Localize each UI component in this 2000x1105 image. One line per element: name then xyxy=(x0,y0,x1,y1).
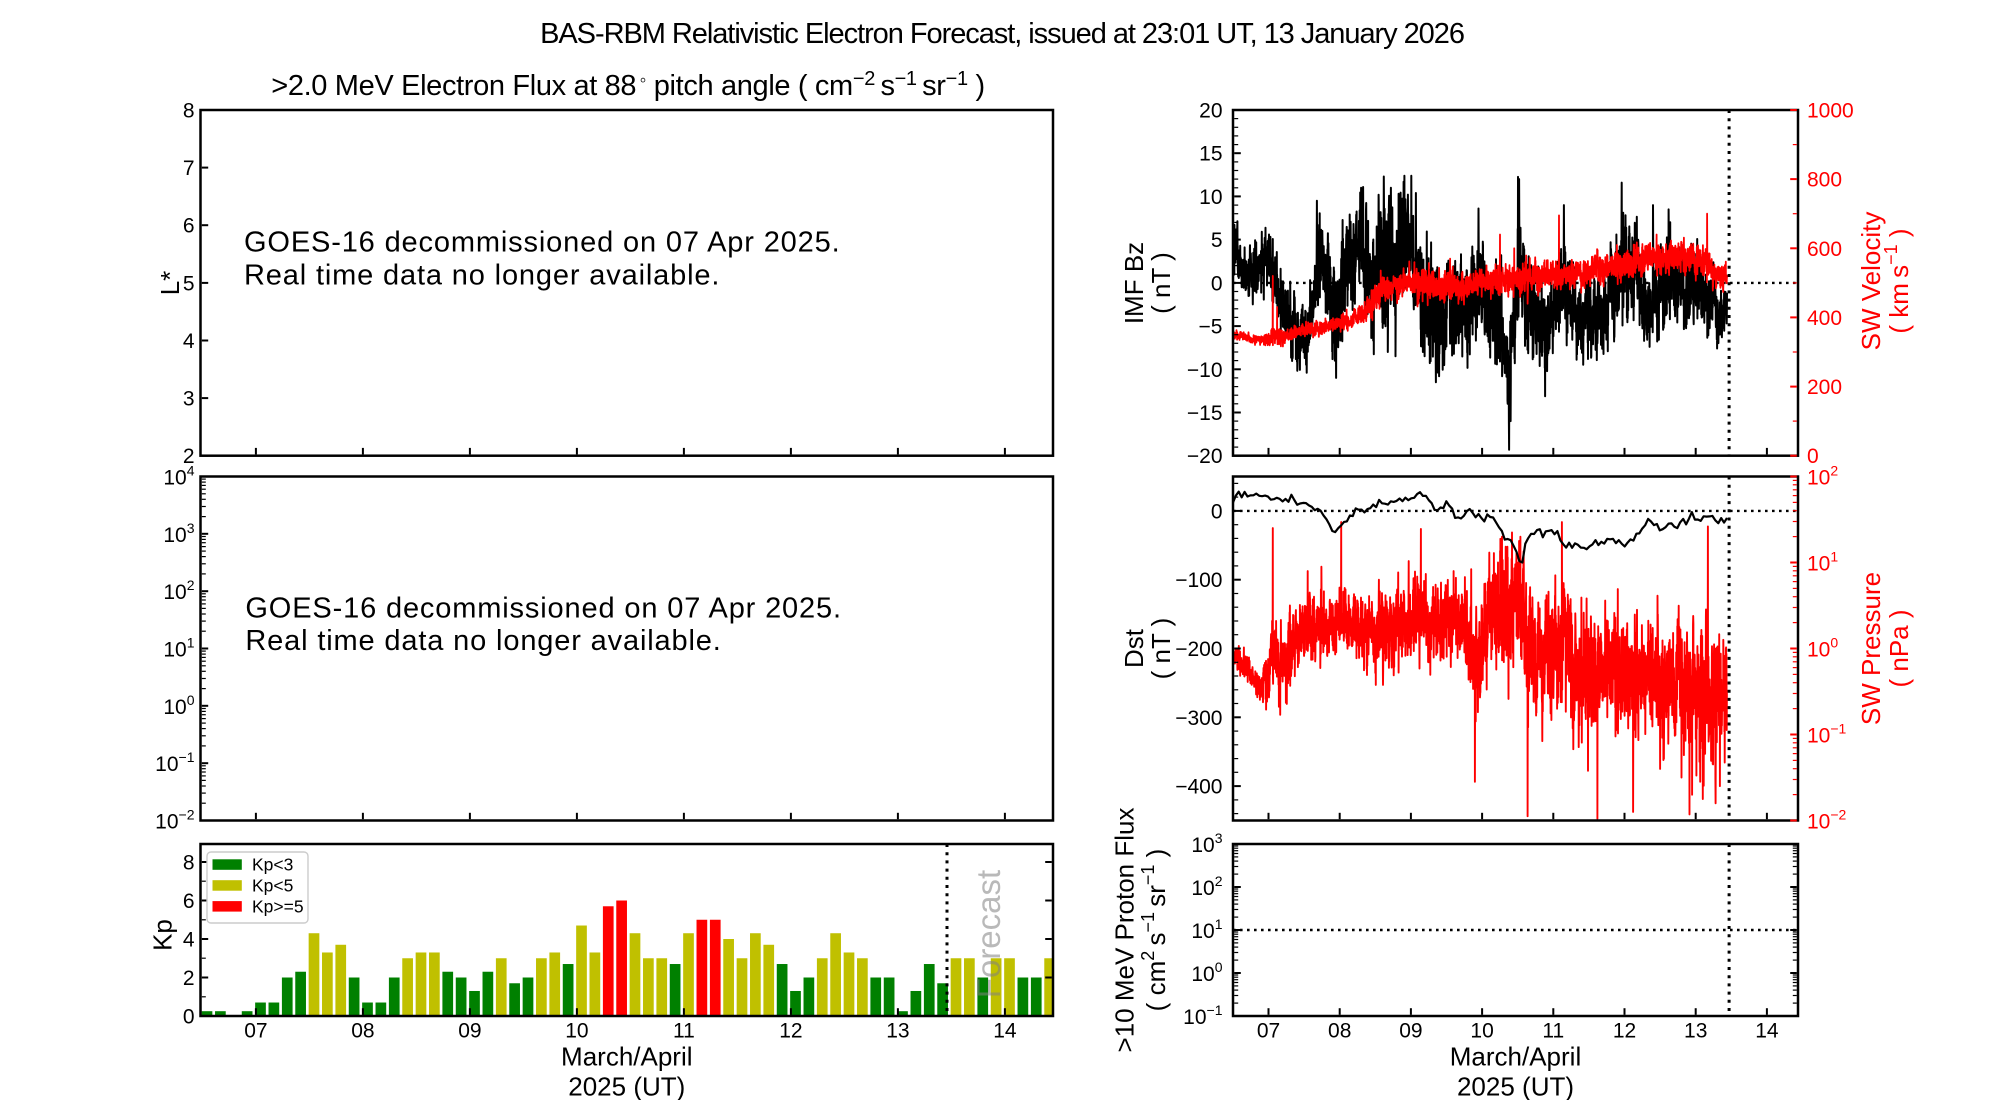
svg-text:Kp<3: Kp<3 xyxy=(252,855,293,875)
svg-text:11: 11 xyxy=(673,1020,695,1043)
svg-text:14: 14 xyxy=(1755,1020,1779,1043)
svg-text:( km s−1 ): ( km s−1 ) xyxy=(1881,228,1914,333)
svg-text:2025 (UT): 2025 (UT) xyxy=(1457,1072,1574,1100)
svg-text:0: 0 xyxy=(1211,500,1223,523)
svg-text:( nT ): ( nT ) xyxy=(1146,618,1176,680)
svg-text:6: 6 xyxy=(183,215,195,238)
svg-text:14: 14 xyxy=(993,1020,1017,1043)
svg-text:20: 20 xyxy=(1199,100,1222,123)
svg-text:−200: −200 xyxy=(1175,638,1222,661)
svg-text:Forecast: Forecast xyxy=(970,870,1007,998)
svg-text:4: 4 xyxy=(183,929,195,952)
svg-text:10: 10 xyxy=(1470,1020,1493,1043)
svg-text:−5: −5 xyxy=(1199,316,1223,339)
svg-text:12: 12 xyxy=(1613,1020,1636,1043)
svg-text:−400: −400 xyxy=(1175,776,1222,799)
svg-text:March/April: March/April xyxy=(1450,1041,1581,1071)
svg-text:08: 08 xyxy=(1328,1020,1351,1043)
svg-text:09: 09 xyxy=(1399,1020,1422,1043)
svg-text:IMF Bz: IMF Bz xyxy=(1119,242,1149,324)
svg-text:15: 15 xyxy=(1199,143,1222,166)
svg-text:13: 13 xyxy=(1684,1020,1707,1043)
svg-text:March/April: March/April xyxy=(561,1041,692,1071)
svg-text:2: 2 xyxy=(183,445,195,468)
svg-text:5: 5 xyxy=(183,272,195,295)
svg-text:11: 11 xyxy=(1542,1020,1564,1043)
svg-text:800: 800 xyxy=(1807,169,1842,192)
svg-text:>2.0 MeV Electron Flux at 88 ◦: >2.0 MeV Electron Flux at 88 ◦ pitch ang… xyxy=(271,68,985,102)
svg-text:7: 7 xyxy=(183,157,195,180)
svg-text:−100: −100 xyxy=(1175,569,1222,592)
svg-text:Kp: Kp xyxy=(148,919,178,951)
svg-text:Kp<5: Kp<5 xyxy=(252,875,293,895)
svg-text:GOES-16 decommissioned on 07 A: GOES-16 decommissioned on 07 Apr 2025. xyxy=(245,593,842,625)
svg-text:400: 400 xyxy=(1807,307,1842,330)
svg-text:−20: −20 xyxy=(1187,445,1223,468)
svg-text:1000: 1000 xyxy=(1807,100,1854,123)
svg-text:0: 0 xyxy=(183,1006,195,1029)
svg-text:( nPa ): ( nPa ) xyxy=(1884,609,1914,687)
svg-text:Real time data no longer avail: Real time data no longer available. xyxy=(244,260,720,292)
svg-text:3: 3 xyxy=(183,388,195,411)
svg-text:−10: −10 xyxy=(1187,359,1223,382)
svg-text:SW Pressure: SW Pressure xyxy=(1856,572,1886,725)
svg-text:12: 12 xyxy=(779,1020,802,1043)
svg-text:8: 8 xyxy=(183,100,195,123)
svg-text:−15: −15 xyxy=(1187,402,1223,425)
svg-text:Kp>=5: Kp>=5 xyxy=(252,896,304,916)
svg-text:08: 08 xyxy=(351,1020,374,1043)
svg-text:SW Velocity: SW Velocity xyxy=(1856,212,1886,351)
svg-text:200: 200 xyxy=(1807,376,1842,399)
svg-text:Dst: Dst xyxy=(1119,628,1149,668)
svg-text:−300: −300 xyxy=(1175,707,1222,730)
svg-text:L*: L* xyxy=(155,271,185,296)
svg-text:13: 13 xyxy=(886,1020,909,1043)
svg-text:0: 0 xyxy=(1211,272,1223,295)
svg-text:6: 6 xyxy=(183,890,195,913)
svg-text:07: 07 xyxy=(1257,1020,1280,1043)
svg-text:2: 2 xyxy=(183,967,195,990)
svg-text:( nT ): ( nT ) xyxy=(1146,252,1176,314)
svg-text:10: 10 xyxy=(565,1020,588,1043)
svg-text:10: 10 xyxy=(1199,186,1222,209)
svg-text:>10 MeV Proton Flux: >10 MeV Proton Flux xyxy=(1110,808,1140,1053)
svg-text:4: 4 xyxy=(183,330,195,353)
svg-text:BAS-RBM Relativistic Electron: BAS-RBM Relativistic Electron Forecast, … xyxy=(540,18,1464,50)
svg-text:8: 8 xyxy=(183,852,195,875)
svg-text:5: 5 xyxy=(1211,229,1223,252)
svg-text:GOES-16 decommissioned on 07 A: GOES-16 decommissioned on 07 Apr 2025. xyxy=(244,226,841,258)
svg-text:07: 07 xyxy=(244,1020,267,1043)
svg-text:2025 (UT): 2025 (UT) xyxy=(568,1072,685,1100)
svg-text:600: 600 xyxy=(1807,238,1842,261)
svg-text:Real time data no longer avail: Real time data no longer available. xyxy=(245,625,721,657)
svg-text:0: 0 xyxy=(1807,445,1819,468)
svg-text:09: 09 xyxy=(458,1020,481,1043)
